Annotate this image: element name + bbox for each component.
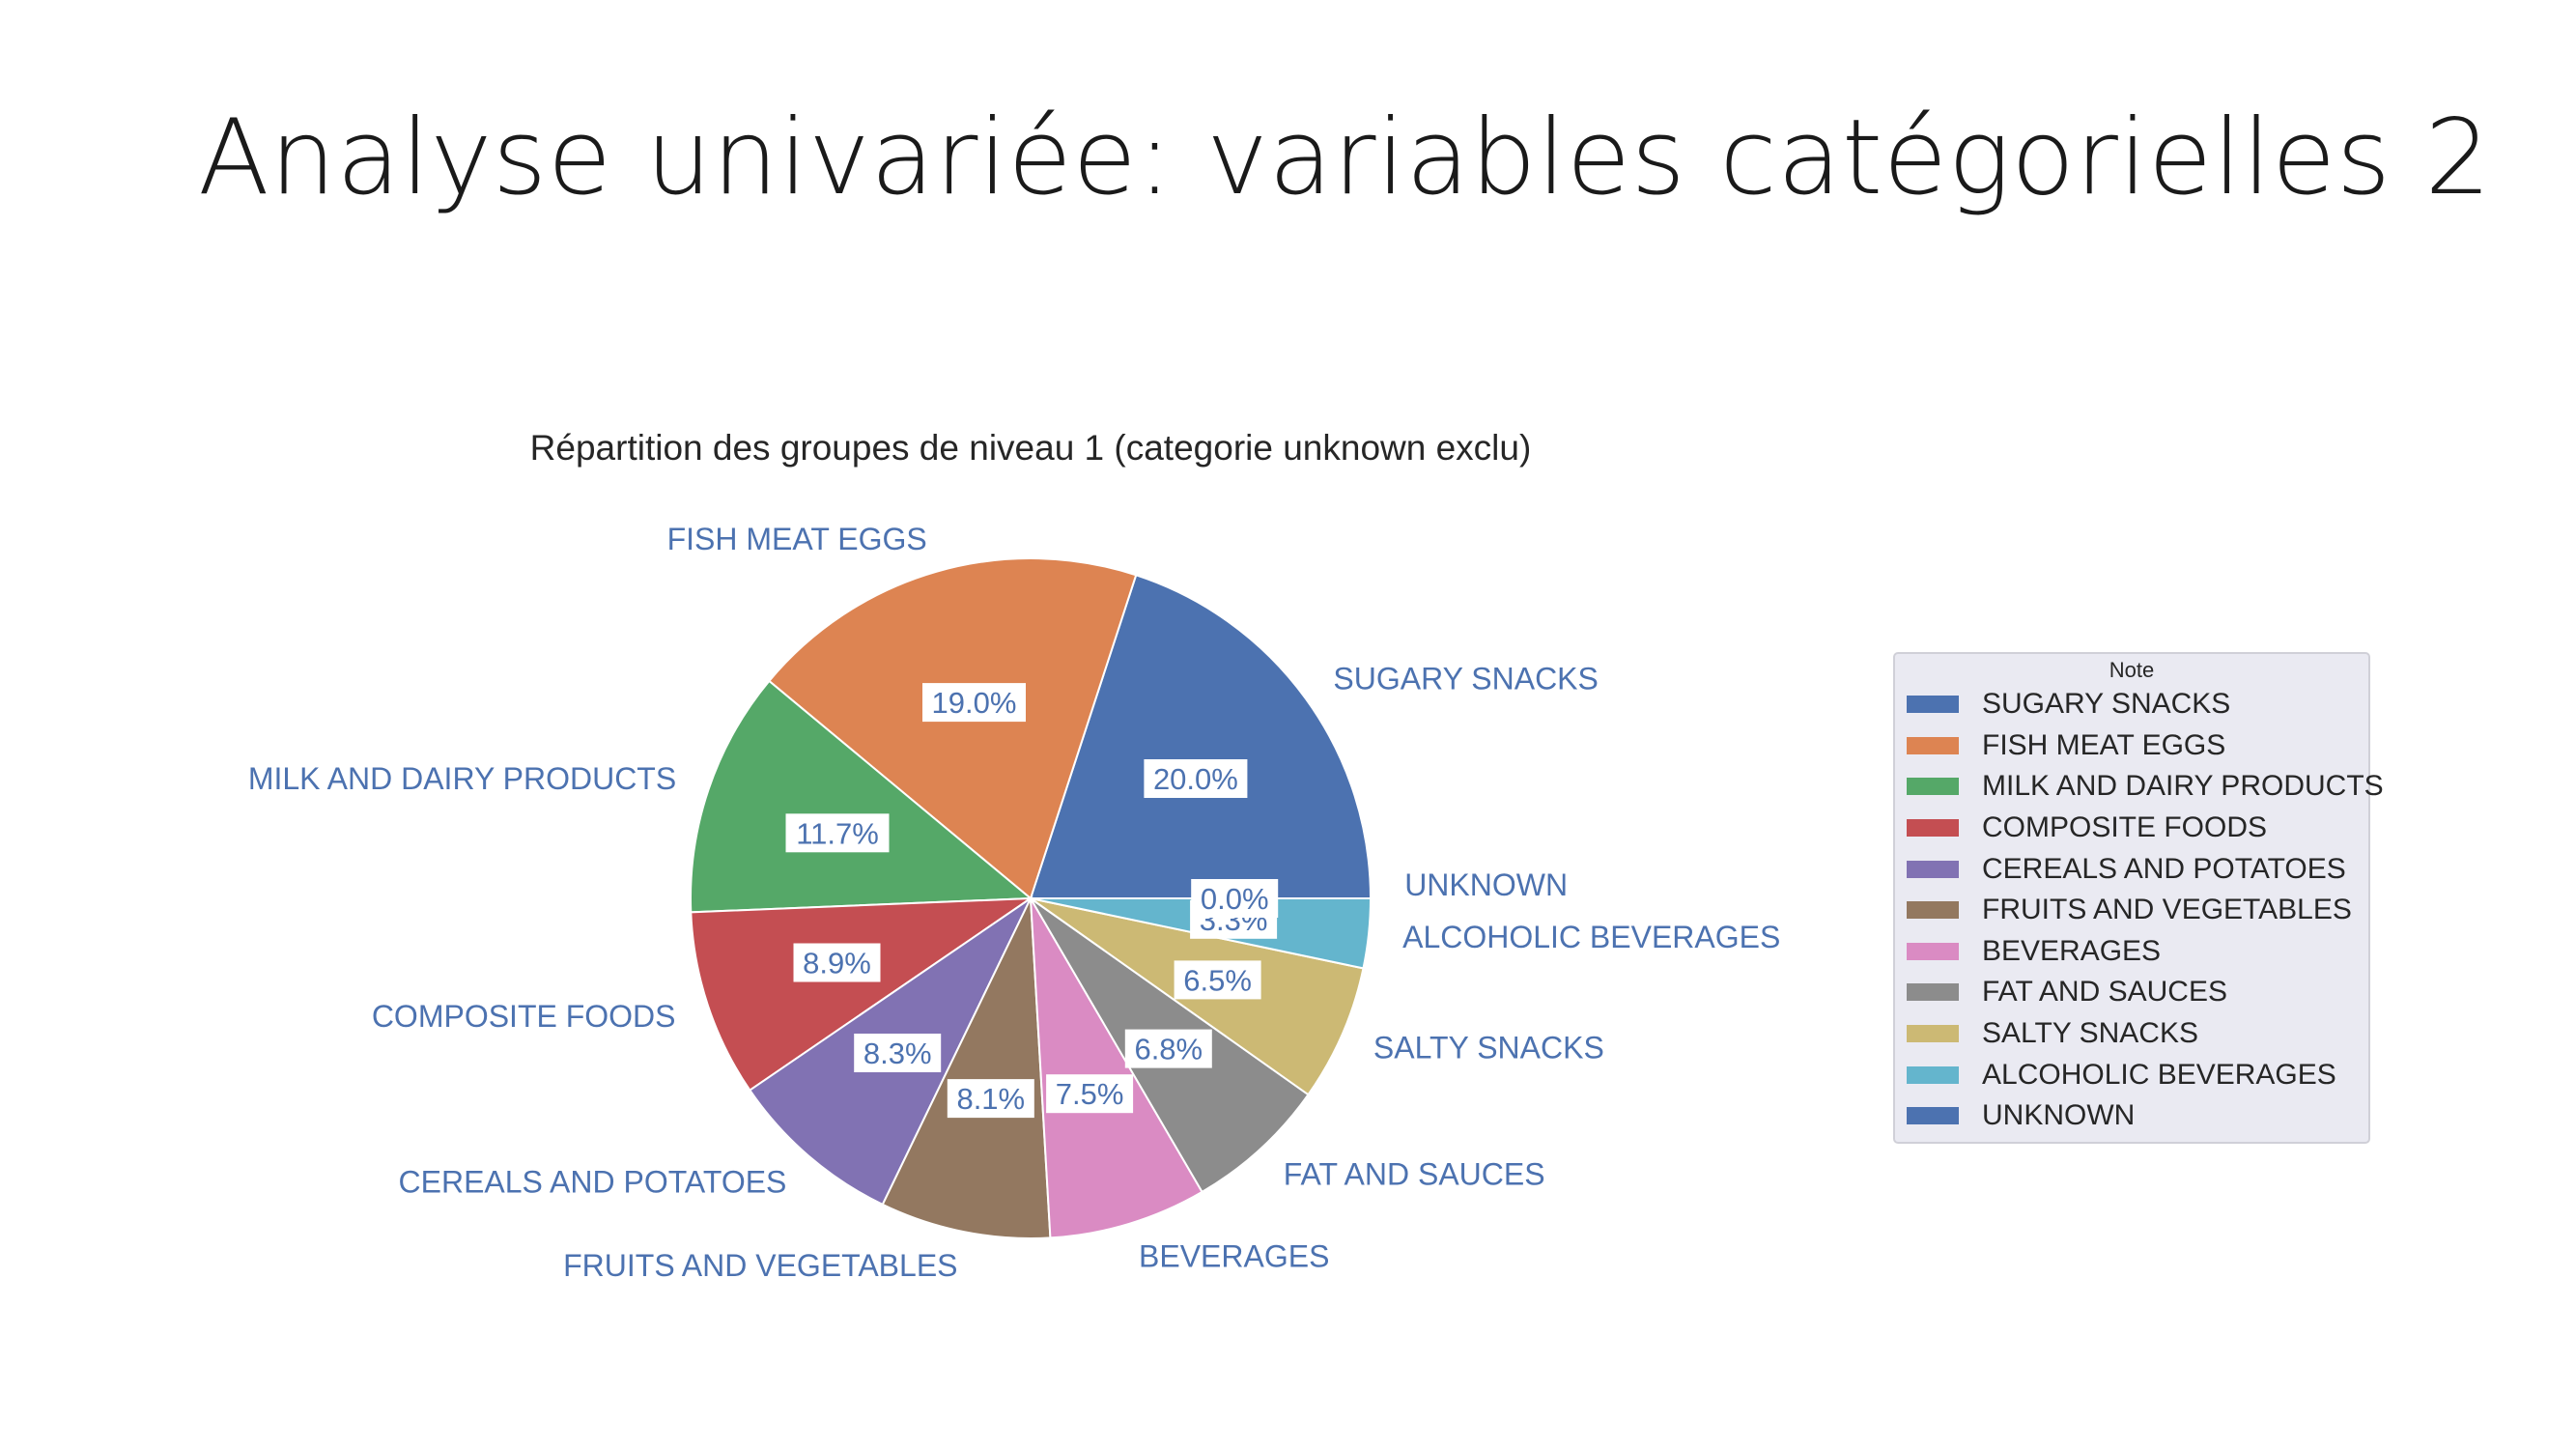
slice-value-milk-and-dairy-products: 11.7% [785,813,890,853]
slice-value-box [947,1079,1034,1119]
pie-slice-sugary-snacks [1029,574,1373,899]
slice-value-box [922,683,1026,723]
slice-value-fat-and-sauces: 6.8% [1124,1029,1212,1068]
slice-label-fish-meat-eggs: FISH MEAT EGGS [667,522,927,556]
pie-slice-milk-and-dairy-products [689,679,1033,914]
legend-item-unknown: UNKNOWN [1907,1095,2368,1137]
pie-slice-fish-meat-eggs [767,557,1138,900]
slice-value-box [785,813,890,853]
legend-label: FISH MEAT EGGS [1982,728,2226,761]
slice-label-cereals-and-potatoes: CEREALS AND POTATOES [399,1164,787,1199]
legend-swatch [1907,860,1959,878]
pie-slice-fruits-and-vegetables [881,895,1052,1239]
slice-label-salty-snacks: SALTY SNACKS [1373,1031,1604,1065]
legend-swatch [1907,942,1959,960]
pie-slice-composite-foods [690,896,1034,1092]
legend-item-composite-foods: COMPOSITE FOODS [1907,808,2368,849]
slice-label-fat-and-sauces: FAT AND SAUCES [1284,1156,1545,1191]
slice-label-alcoholic-beverages: ALCOHOLIC BEVERAGES [1402,920,1780,954]
slice-value-text: 19.0% [932,686,1017,720]
legend-label: BEVERAGES [1982,934,2162,967]
pie-slices [689,557,1373,1239]
legend-label: MILK AND DAIRY PRODUCTS [1982,770,2384,803]
legend-label: FAT AND SAUCES [1982,976,2227,1009]
slice-value-text: 6.8% [1134,1033,1203,1066]
legend-item-cereals-and-potatoes: CEREALS AND POTATOES [1907,848,2368,890]
legend-swatch [1907,983,1959,1002]
legend-swatch [1907,736,1959,754]
slice-value-text: 6.5% [1183,963,1252,997]
slice-value-box [1174,960,1261,1000]
slice-value-box [1144,759,1248,798]
legend-item-salty-snacks: SALTY SNACKS [1907,1013,2368,1055]
slice-value-unknown: 0.0% [1191,879,1279,918]
legend-label: UNKNOWN [1982,1099,2136,1132]
legend-label: SUGARY SNACKS [1982,688,2231,721]
legend-label: COMPOSITE FOODS [1982,811,2268,844]
slice-label-beverages: BEVERAGES [1139,1239,1329,1274]
slice-value-box [854,1034,942,1072]
legend-label: FRUITS AND VEGETABLES [1982,894,2352,926]
legend-item-alcoholic-beverages: ALCOHOLIC BEVERAGES [1907,1054,2368,1095]
slice-value-box [1124,1029,1212,1068]
slice-value-sugary-snacks: 20.0% [1144,759,1248,798]
legend-title: Note [2109,658,2155,682]
slice-value-text: 8.1% [956,1082,1025,1116]
slice-label-fruits-and-vegetables: FRUITS AND VEGETABLES [563,1248,957,1283]
slice-value-box [793,943,881,982]
legend-label: ALCOHOLIC BEVERAGES [1982,1058,2336,1091]
legend-item-milk-and-dairy-products: MILK AND DAIRY PRODUCTS [1907,766,2384,808]
legend-swatch [1907,1065,1959,1084]
slice-value-text: 20.0% [1153,762,1238,796]
legend-swatch [1907,819,1959,838]
legend-item-fish-meat-eggs: FISH MEAT EGGS [1907,725,2368,767]
legend-swatch [1907,1107,1959,1125]
legend-item-beverages: BEVERAGES [1907,931,2368,973]
slice-value-text: 8.3% [863,1037,932,1070]
slice-value-cereals-and-potatoes: 8.3% [854,1034,942,1072]
slice-value-fruits-and-vegetables: 8.1% [947,1079,1034,1119]
legend-label: CEREALS AND POTATOES [1982,852,2346,885]
legend-item-fat-and-sauces: FAT AND SAUCES [1907,972,2368,1013]
slice-value-beverages: 7.5% [1046,1074,1134,1114]
slide-title: Analyse univariée: variables catégoriell… [198,98,2492,218]
legend-item-fruits-and-vegetables: FRUITS AND VEGETABLES [1907,890,2368,931]
slice-value-text: 8.9% [803,947,871,980]
pie-category-labels: SUGARY SNACKS FISH MEAT EGGS MILK AND DAIR… [248,522,1780,1283]
pie-percentage-labels: 20.0%19.0%11.7%8.9%8.3%8.1% 7.5%6.8%6.5%3… [785,683,1279,1119]
slice-label-milk-and-dairy-products: MILK AND DAIRY PRODUCTS [248,761,676,796]
slice-value-composite-foods: 8.9% [793,943,881,982]
pie-slice-beverages [1030,897,1203,1239]
slice-value-text: 7.5% [1056,1077,1124,1111]
slice-label-sugary-snacks: SUGARY SNACKS [1333,662,1598,696]
slice-label-composite-foods: COMPOSITE FOODS [372,999,676,1034]
slice-label-unknown: UNKNOWN [1404,867,1568,902]
slice-value-box [1191,879,1279,918]
slice-value-text: 11.7% [796,816,879,850]
legend-swatch [1907,696,1959,714]
legend-swatch [1907,778,1959,796]
chart-legend: Note SUGARY SNACKS FISH MEAT EGGS MILK AND… [1893,652,2384,1144]
chart-title: Répartition des groupes de niveau 1 (cat… [530,428,1532,468]
legend-items: SUGARY SNACKS FISH MEAT EGGS MILK AND DAIR… [1895,684,2384,1137]
legend-swatch [1907,1025,1959,1043]
legend-swatch [1907,901,1959,920]
slice-value-box [1046,1074,1134,1114]
slice-value-salty-snacks: 6.5% [1174,960,1261,1000]
legend-item-sugary-snacks: SUGARY SNACKS [1907,684,2368,725]
slice-value-fish-meat-eggs: 19.0% [922,683,1026,723]
legend-label: SALTY SNACKS [1982,1017,2198,1050]
slice-value-text: 0.0% [1201,882,1269,916]
